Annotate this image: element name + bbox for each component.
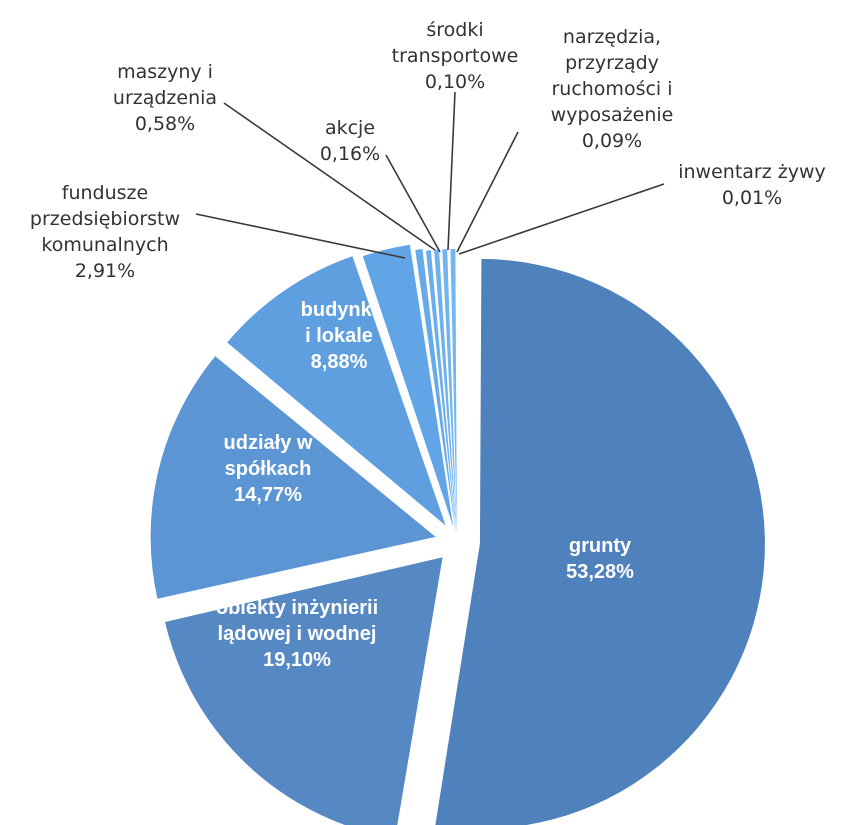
pie-slice-3 (227, 256, 446, 526)
leader-lines (195, 91, 665, 259)
slice-label-2: udziały w spółkach 14,77% (224, 432, 313, 506)
slice-value-text: 0,09% (582, 130, 642, 152)
pie-slice-6 (425, 250, 457, 535)
slice-label-7: środki transportowe 0,10% (392, 19, 519, 93)
slice-label-5: maszyny i urządzenia 0,58% (113, 61, 217, 135)
slice-name-line: ruchomości i (551, 78, 672, 100)
pie-slice-5 (415, 249, 456, 533)
slice-value-text: 0,10% (425, 71, 485, 93)
slice-name-line: inwentarz żywy (678, 161, 826, 183)
slice-name-line: spółkach (225, 458, 312, 480)
pie-slice-2 (150, 356, 436, 599)
slice-value-text: 0,01% (722, 187, 782, 209)
slice-name-line: transportowe (392, 45, 519, 67)
leader-line-7 (447, 91, 456, 251)
slice-label-6: akcje 0,16% (320, 117, 380, 165)
slice-name-line: akcje (325, 117, 375, 139)
pie-labels: grunty 53,28% obiekty inżynierii lądowej i … (30, 19, 826, 671)
slice-value-text: 2,91% (75, 260, 135, 282)
slice-name-line: przyrządy (565, 52, 659, 74)
slice-name-line: wyposażenie (551, 104, 674, 126)
slice-name-line: obiekty inżynierii (216, 597, 378, 619)
leader-line-5 (223, 102, 436, 251)
pie-slice-4 (362, 244, 454, 527)
slice-label-8: narzędzia, przyrządy ruchomości i wyposażen… (551, 26, 674, 152)
slice-value-text: 53,28% (566, 561, 634, 583)
pie-slice-7 (434, 249, 457, 535)
leader-line-8 (456, 131, 519, 253)
slice-value-text: 14,77% (234, 484, 302, 506)
pie-slice-9 (450, 249, 457, 535)
leader-line-6 (385, 154, 441, 253)
slice-label-3: budynki i lokale 8,88% (301, 299, 378, 373)
slice-name-line: fundusze (62, 182, 148, 204)
pie-slice-0 (435, 258, 765, 825)
slice-name-line: narzędzia, (563, 26, 661, 48)
leader-line-9 (458, 183, 665, 255)
slice-name-line: i lokale (305, 325, 373, 347)
slice-name-line: urządzenia (113, 87, 217, 109)
slice-name-line: lądowej i wodnej (218, 623, 377, 645)
slice-name-line: komunalnych (41, 234, 168, 256)
slice-label-4: fundusze przedsiębiorstw komunalnych 2,91% (30, 182, 180, 282)
slice-name-line: grunty (569, 535, 632, 557)
slice-name-line: maszyny i (117, 61, 213, 83)
slice-name-line: przedsiębiorstw (30, 208, 180, 230)
slice-value-text: 19,10% (263, 649, 331, 671)
slice-label-1: obiekty inżynierii lądowej i wodnej 19,10% (216, 597, 378, 671)
slice-name-line: budynki (301, 299, 378, 321)
slice-value-text: 0,58% (135, 113, 195, 135)
slice-label-0: grunty 53,28% (566, 535, 634, 583)
pie-slices (150, 244, 765, 825)
slice-value-text: 8,88% (311, 351, 368, 373)
pie-slice-8 (442, 249, 457, 535)
leader-line-4 (195, 213, 406, 259)
pie-slice-1 (165, 557, 443, 825)
slice-name-line: udziały w (224, 432, 313, 454)
slice-label-9: inwentarz żywy 0,01% (678, 161, 826, 209)
slice-name-line: środki (426, 19, 483, 41)
slice-value-text: 0,16% (320, 143, 380, 165)
